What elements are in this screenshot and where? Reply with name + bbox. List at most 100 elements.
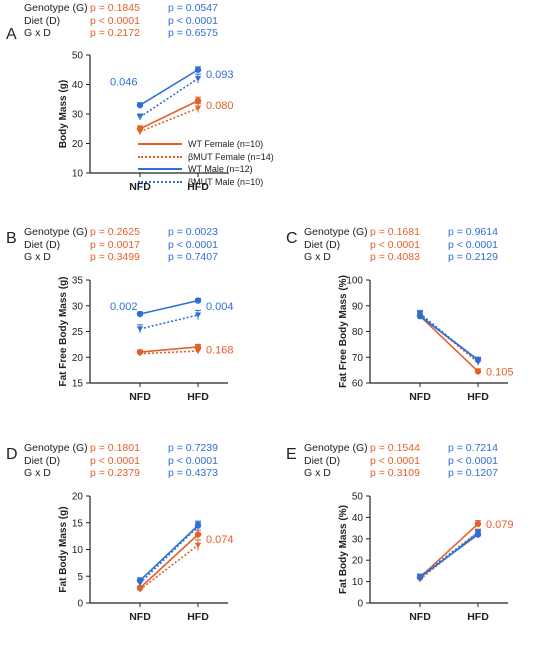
x-tick-label-e: HFD (467, 611, 489, 623)
data-point-b (136, 310, 144, 318)
data-point-a (194, 76, 202, 82)
y-tick-label-c: 100 (346, 276, 363, 287)
stats-p-male: p = 0.2129 (448, 251, 498, 263)
series-line-d-1 (139, 544, 199, 591)
y-tick-label-e: 10 (352, 577, 364, 588)
stats-label: Genotype (G) (304, 226, 368, 238)
y-tick-label-c: 90 (352, 301, 364, 312)
stats-label: G x D (304, 467, 331, 479)
stats-block-b: Genotype (G) p = 0.2625 p = 0.0023 Diet (D… (24, 226, 218, 264)
p-annotation-b: 0.168 (206, 345, 234, 357)
stats-p-female: p = 0.4083 (370, 251, 420, 263)
data-point-c (416, 310, 424, 317)
legend-label: βMUT Male (n=10) (188, 176, 264, 187)
p-annotation-a: 0.046 (110, 77, 138, 89)
legend-swatch-wt-female (138, 143, 182, 146)
stats-p-male: p = 0.7239 (168, 442, 218, 454)
stats-p-female: p < 0.0001 (90, 14, 140, 27)
p-annotation-d: 0.074 (206, 534, 234, 546)
y-axis-label-e: Fat Body Mass (%) (338, 505, 349, 594)
y-axis-label-d: Fat Body Mass (g) (58, 506, 69, 592)
series-line-b-1 (139, 350, 199, 355)
stats-label: G x D (24, 467, 51, 479)
series-line-d-2 (139, 524, 199, 582)
stats-label: G x D (304, 251, 331, 263)
y-tick-label-a: 20 (72, 139, 84, 150)
data-point-b (136, 326, 144, 332)
data-point-a (136, 129, 144, 135)
series-line-c-0 (419, 315, 479, 372)
stats-row: Genotype (G) p = 0.2625 p = 0.0023 (24, 226, 218, 239)
stats-row: Diet (D) p < 0.0001 p < 0.0001 (304, 455, 498, 468)
data-point-c (474, 358, 482, 365)
stats-p-female: p = 0.0017 (90, 238, 140, 251)
y-tick-label-c: 60 (352, 379, 364, 390)
stats-label: Genotype (G) (304, 442, 368, 454)
y-axis-label-b: Fat Free Body Mass (g) (58, 276, 69, 386)
y-tick-label-b: 25 (72, 327, 84, 338)
stats-p-female: p < 0.0001 (90, 454, 140, 467)
stats-p-male: p = 0.6575 (168, 27, 218, 39)
data-point-b (136, 351, 144, 357)
stats-p-female: p = 0.1801 (90, 442, 140, 454)
data-point-d (194, 523, 202, 530)
y-tick-label-a: 40 (72, 80, 84, 91)
series-line-a-0 (139, 100, 199, 130)
stats-label: G x D (24, 27, 51, 39)
y-tick-label-b: 20 (72, 353, 84, 364)
legend-item: WT Male (n=12) (138, 163, 274, 176)
y-tick-label-c: 70 (352, 353, 364, 364)
series-line-b-3 (139, 314, 199, 330)
stats-row: G x D p = 0.3499 p = 0.7407 (24, 251, 218, 264)
p-annotation-a: 0.093 (206, 69, 234, 81)
stats-row: Genotype (G) p = 0.1801 p = 0.7239 (24, 442, 218, 455)
stats-block-c: Genotype (G) p = 0.1681 p = 0.9614 Diet (D… (304, 226, 498, 264)
panel-letter-b: B (6, 230, 17, 247)
stats-p-male: p < 0.0001 (448, 454, 498, 467)
stats-row: Genotype (G) p = 0.1845 p = 0.0547 (24, 2, 218, 15)
stats-label: G x D (24, 251, 51, 263)
data-point-d (136, 580, 144, 587)
panel-letter-c: C (286, 230, 298, 247)
panel-letter-a: A (6, 26, 17, 43)
stats-p-male: p = 0.0547 (168, 2, 218, 14)
data-point-e (416, 573, 424, 580)
stats-block-e: Genotype (G) p = 0.1544 p = 0.7214 Diet (D… (304, 442, 498, 480)
y-tick-label-d: 10 (72, 545, 84, 556)
stats-row: Genotype (G) p = 0.1681 p = 0.9614 (304, 226, 498, 239)
data-point-a (136, 101, 144, 109)
data-point-a (194, 66, 202, 73)
x-tick-label-b: NFD (129, 391, 151, 403)
stats-block-a: Genotype (G) p = 0.1845 p = 0.0547 Diet (D… (24, 2, 218, 40)
y-tick-label-d: 0 (77, 599, 83, 610)
p-annotation-a: 0.080 (206, 100, 234, 112)
legend-label: WT Female (n=10) (188, 139, 264, 149)
panel-letter-d: D (6, 446, 18, 463)
data-point-b (194, 312, 202, 319)
panel-letter-e: E (286, 446, 297, 463)
p-annotation-b: 0.004 (206, 301, 234, 313)
data-point-e (474, 529, 482, 536)
y-tick-label-c: 80 (352, 327, 364, 338)
stats-p-female: p < 0.0001 (370, 454, 420, 467)
stats-p-male: p < 0.0001 (168, 238, 218, 251)
x-tick-label-c: NFD (409, 391, 431, 403)
stats-p-female: p = 0.1681 (370, 226, 420, 238)
data-point-d (194, 542, 202, 549)
y-tick-label-d: 15 (72, 518, 84, 529)
y-tick-label-e: 0 (357, 599, 363, 610)
series-line-c-3 (419, 312, 479, 362)
legend-swatch-bmut-male (138, 180, 182, 183)
y-tick-label-e: 20 (352, 556, 364, 567)
stats-row: Diet (D) p < 0.0001 p < 0.0001 (304, 239, 498, 252)
stats-label: Genotype (G) (24, 2, 88, 14)
stats-label: Diet (D) (304, 238, 341, 251)
series-line-a-2 (139, 69, 199, 106)
stats-row: Diet (D) p = 0.0017 p < 0.0001 (24, 239, 218, 252)
series-line-b-2 (139, 299, 199, 315)
series-line-e-3 (419, 531, 479, 577)
series-line-a-3 (139, 77, 199, 118)
y-tick-label-a: 30 (72, 110, 84, 121)
data-point-b (194, 297, 202, 304)
stats-row: G x D p = 0.4083 p = 0.2129 (304, 251, 498, 264)
